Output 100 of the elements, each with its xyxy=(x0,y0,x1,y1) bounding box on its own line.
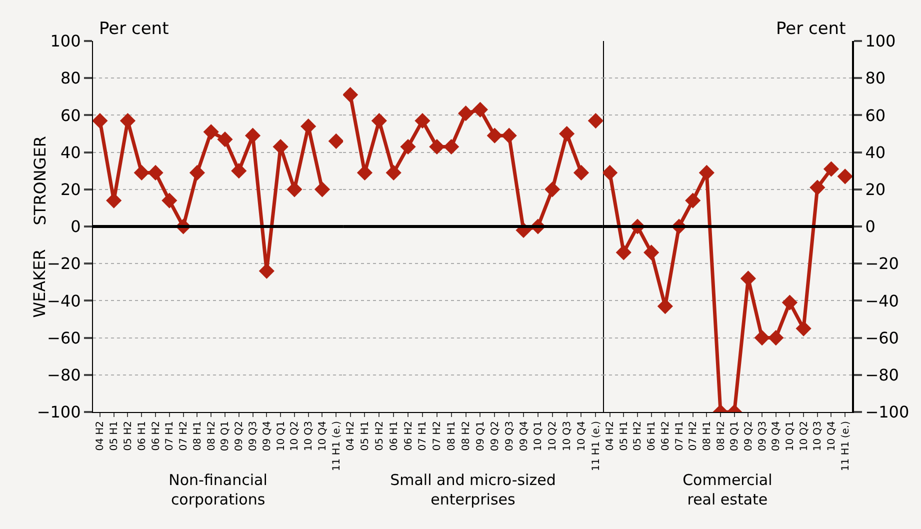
y-tick-label: 0 xyxy=(70,217,81,236)
x-tick-label: 10 Q2 xyxy=(290,421,301,452)
x-axis-title: Small and micro-sized enterprises xyxy=(390,471,556,509)
x-tick-label: 09 Q4 xyxy=(518,421,530,452)
x-tick-label: 09 Q2 xyxy=(490,421,501,452)
x-tick-label: 10 Q3 xyxy=(304,421,315,452)
x-tick-label: 09 Q3 xyxy=(248,421,260,452)
x-tick-label: 05 H2 xyxy=(374,421,386,451)
point xyxy=(486,128,502,144)
x-tick-label: 05 H2 xyxy=(632,421,644,451)
y-tick-label: −100 xyxy=(865,402,910,422)
point xyxy=(386,164,402,180)
x-tick-label: 10 Q2 xyxy=(548,421,559,452)
x-tick-label: 04 H2 xyxy=(346,421,357,451)
x-tick-label: 07 H1 xyxy=(418,421,429,451)
y-tick-label: 20 xyxy=(60,180,81,199)
point xyxy=(162,192,178,208)
y-tick-label: −60 xyxy=(865,328,899,348)
x-tick-label: 07 H2 xyxy=(432,421,444,451)
point xyxy=(414,112,430,129)
point xyxy=(810,180,826,196)
point xyxy=(343,86,358,103)
y-tick-label: −100 xyxy=(36,402,81,422)
point xyxy=(148,164,164,180)
point xyxy=(588,112,603,129)
x-tick-label: 10 Q4 xyxy=(576,421,588,452)
x-tick-label: 11 H1 (e.) xyxy=(590,420,602,472)
y-tick-label: 40 xyxy=(60,142,81,162)
y-tick-label: 80 xyxy=(60,68,81,88)
x-tick-label: 11 H1 (e.) xyxy=(331,420,342,472)
point xyxy=(796,320,812,336)
x-tick-label: 05 H1 xyxy=(360,421,371,451)
x-tick-label: 10 Q1 xyxy=(533,421,544,452)
point xyxy=(573,164,590,180)
y-tick-label: −80 xyxy=(47,366,81,384)
x-axis-title: Commercial real estate xyxy=(682,471,772,509)
point xyxy=(231,163,247,179)
x-tick-label: 09 Q3 xyxy=(504,421,516,452)
x-tick-label: 06 H2 xyxy=(403,421,414,451)
x-tick-label: 06 H1 xyxy=(388,421,400,451)
point xyxy=(286,182,302,198)
y-tick-label: 60 xyxy=(60,106,81,125)
x-tick-label: 09 Q4 xyxy=(262,421,273,452)
x-tick-label: 08 H2 xyxy=(716,421,727,451)
y-axis-title: Per cent xyxy=(99,19,170,39)
point xyxy=(444,138,460,155)
y-tick-label: 0 xyxy=(865,217,876,236)
text: WEAKER xyxy=(30,249,50,318)
x-tick-label: 10 Q2 xyxy=(798,421,810,452)
x-tick-label: 06 H2 xyxy=(660,421,672,451)
point xyxy=(134,164,150,180)
x-tick-label: 08 H1 xyxy=(192,421,204,451)
y-tick-label: −40 xyxy=(47,291,81,310)
point xyxy=(754,330,770,346)
x-tick-label: 05 H1 xyxy=(618,421,630,451)
y-tick-label: −20 xyxy=(47,254,81,274)
point xyxy=(244,128,261,144)
y-tick-label: 60 xyxy=(865,106,886,125)
x-tick-label: 09 Q3 xyxy=(757,421,768,452)
x-tick-label: 10 Q3 xyxy=(562,421,574,452)
x-tick-label: 09 Q4 xyxy=(771,421,782,452)
y-tick-label: 100 xyxy=(50,32,81,51)
x-tick-label: 06 H1 xyxy=(136,421,148,451)
point xyxy=(501,128,517,144)
point xyxy=(616,244,632,260)
y-tick-label: 80 xyxy=(865,68,886,88)
point xyxy=(782,294,798,310)
x-tick-label: 06 H1 xyxy=(646,421,658,451)
x-tick-label: 05 H1 xyxy=(109,421,120,451)
x-tick-label: 09 Q1 xyxy=(475,421,486,452)
point xyxy=(472,102,488,118)
point xyxy=(217,132,233,148)
point xyxy=(189,164,205,180)
point xyxy=(203,124,219,140)
y-tick-label: −40 xyxy=(865,291,899,310)
point xyxy=(544,182,560,198)
point xyxy=(314,182,330,198)
point xyxy=(328,133,344,149)
text: STRONGER xyxy=(30,136,50,226)
point xyxy=(400,138,416,155)
x-tick-label: 07 H1 xyxy=(674,421,686,451)
x-axis-title: Non-financial corporations xyxy=(168,471,268,509)
x-tick-label: 08 H1 xyxy=(446,421,458,451)
x-tick-label: 06 H2 xyxy=(150,421,162,451)
x-tick-label: 09 Q2 xyxy=(743,421,754,452)
point xyxy=(644,244,660,260)
x-tick-label: 05 H2 xyxy=(122,421,134,451)
point xyxy=(93,112,108,129)
point xyxy=(837,168,852,184)
x-tick-label: 10 Q1 xyxy=(276,421,287,452)
x-tick-label: 09 Q1 xyxy=(220,421,232,452)
y-tick-label: −20 xyxy=(865,254,899,274)
point xyxy=(768,330,784,346)
x-tick-label: 11 H1 (e.) xyxy=(840,420,852,472)
y-tick-label: 40 xyxy=(865,142,886,162)
x-tick-label: 07 H2 xyxy=(178,421,190,451)
x-tick-label: 10 Q1 xyxy=(784,421,796,452)
y-axis-title: Per cent xyxy=(776,19,846,39)
point xyxy=(823,161,840,177)
x-tick-label: 07 H2 xyxy=(688,421,700,451)
